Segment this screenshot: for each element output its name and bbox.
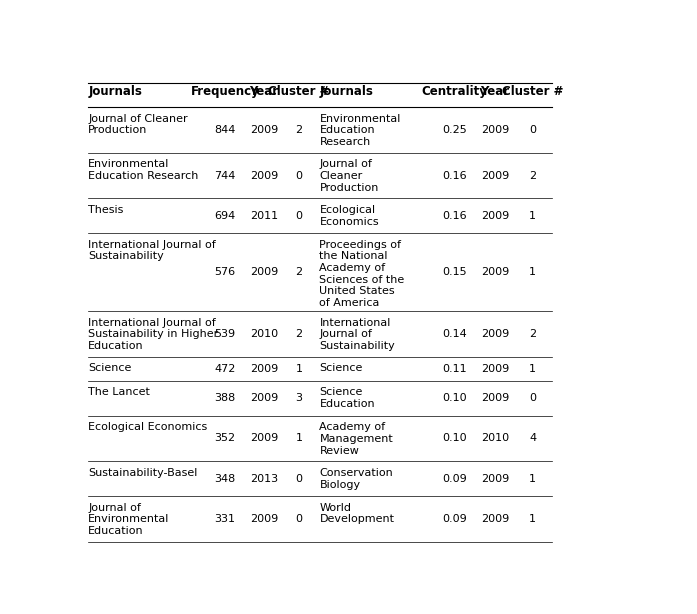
Text: 2: 2 xyxy=(296,267,302,277)
Text: 0: 0 xyxy=(296,474,302,484)
Text: Journal of
Environmental
Education: Journal of Environmental Education xyxy=(89,503,169,536)
Text: Science
Education: Science Education xyxy=(319,387,375,409)
Text: 844: 844 xyxy=(214,125,236,135)
Text: 2: 2 xyxy=(529,329,536,339)
Text: 0.14: 0.14 xyxy=(442,329,467,339)
Text: 0: 0 xyxy=(296,171,302,181)
Text: 2009: 2009 xyxy=(250,171,278,181)
Text: 1: 1 xyxy=(529,514,536,524)
Text: 352: 352 xyxy=(214,433,236,443)
Text: The Lancet: The Lancet xyxy=(89,387,150,397)
Text: 0.15: 0.15 xyxy=(442,267,467,277)
Text: 2011: 2011 xyxy=(250,211,278,221)
Text: Frequency: Frequency xyxy=(190,85,259,98)
Text: 0.11: 0.11 xyxy=(442,364,467,374)
Text: 2: 2 xyxy=(529,171,536,181)
Text: 331: 331 xyxy=(215,514,236,524)
Text: Journals: Journals xyxy=(319,85,374,98)
Text: 744: 744 xyxy=(214,171,236,181)
Text: International Journal of
Sustainability: International Journal of Sustainability xyxy=(89,240,216,262)
Text: 539: 539 xyxy=(214,329,236,339)
Text: World
Development: World Development xyxy=(319,503,395,524)
Text: 2009: 2009 xyxy=(250,514,278,524)
Text: 0.10: 0.10 xyxy=(442,433,467,443)
Text: 2009: 2009 xyxy=(481,364,509,374)
Text: 0.09: 0.09 xyxy=(442,474,467,484)
Text: 2009: 2009 xyxy=(481,329,509,339)
Text: 3: 3 xyxy=(296,393,302,403)
Text: Ecological Economics: Ecological Economics xyxy=(89,422,208,432)
Text: Environmental
Education
Research: Environmental Education Research xyxy=(319,114,401,147)
Text: 2009: 2009 xyxy=(481,267,509,277)
Text: Year: Year xyxy=(480,85,510,98)
Text: 2009: 2009 xyxy=(250,364,278,374)
Text: 2009: 2009 xyxy=(481,514,509,524)
Text: 0.25: 0.25 xyxy=(442,125,467,135)
Text: 2009: 2009 xyxy=(250,267,278,277)
Text: 0.09: 0.09 xyxy=(442,514,467,524)
Text: 0: 0 xyxy=(296,514,302,524)
Text: 2009: 2009 xyxy=(481,393,509,403)
Text: 1: 1 xyxy=(529,211,536,221)
Text: 0: 0 xyxy=(529,125,536,135)
Text: 472: 472 xyxy=(214,364,236,374)
Text: 2009: 2009 xyxy=(481,211,509,221)
Text: 1: 1 xyxy=(529,267,536,277)
Text: Ecological
Economics: Ecological Economics xyxy=(319,205,379,227)
Text: 2010: 2010 xyxy=(481,433,509,443)
Text: 2009: 2009 xyxy=(250,125,278,135)
Text: 1: 1 xyxy=(296,433,302,443)
Text: Cluster #: Cluster # xyxy=(268,85,330,98)
Text: 0.10: 0.10 xyxy=(442,393,467,403)
Text: 0.16: 0.16 xyxy=(442,171,467,181)
Text: 1: 1 xyxy=(529,364,536,374)
Text: Thesis: Thesis xyxy=(89,205,123,215)
Text: 2009: 2009 xyxy=(481,125,509,135)
Text: Environmental
Education Research: Environmental Education Research xyxy=(89,160,199,181)
Text: Proceedings of
the National
Academy of
Sciences of the
United States
of America: Proceedings of the National Academy of S… xyxy=(319,240,405,308)
Text: 2009: 2009 xyxy=(250,393,278,403)
Text: 2010: 2010 xyxy=(250,329,278,339)
Text: Journal of Cleaner
Production: Journal of Cleaner Production xyxy=(89,114,187,136)
Text: 2: 2 xyxy=(296,125,302,135)
Text: Science: Science xyxy=(89,363,132,373)
Text: 0: 0 xyxy=(529,393,536,403)
Text: 0.16: 0.16 xyxy=(442,211,467,221)
Text: Conservation
Biology: Conservation Biology xyxy=(319,468,393,489)
Text: 388: 388 xyxy=(214,393,236,403)
Text: 1: 1 xyxy=(296,364,302,374)
Text: 694: 694 xyxy=(214,211,236,221)
Text: International
Journal of
Sustainability: International Journal of Sustainability xyxy=(319,318,395,351)
Text: 2: 2 xyxy=(296,329,302,339)
Text: 348: 348 xyxy=(214,474,236,484)
Text: Centrality: Centrality xyxy=(422,85,487,98)
Text: 0: 0 xyxy=(296,211,302,221)
Text: 2013: 2013 xyxy=(250,474,278,484)
Text: 1: 1 xyxy=(529,474,536,484)
Text: Science: Science xyxy=(319,363,362,373)
Text: 576: 576 xyxy=(214,267,236,277)
Text: Year: Year xyxy=(250,85,279,98)
Text: 2009: 2009 xyxy=(481,474,509,484)
Text: Journal of
Cleaner
Production: Journal of Cleaner Production xyxy=(319,160,378,193)
Text: Sustainability-Basel: Sustainability-Basel xyxy=(89,468,197,478)
Text: Journals: Journals xyxy=(89,85,142,98)
Text: International Journal of
Sustainability in Higher
Education: International Journal of Sustainability … xyxy=(89,318,218,351)
Text: 2009: 2009 xyxy=(250,433,278,443)
Text: 2009: 2009 xyxy=(481,171,509,181)
Text: 4: 4 xyxy=(529,433,536,443)
Text: Academy of
Management
Review: Academy of Management Review xyxy=(319,422,393,456)
Text: Cluster #: Cluster # xyxy=(502,85,563,98)
